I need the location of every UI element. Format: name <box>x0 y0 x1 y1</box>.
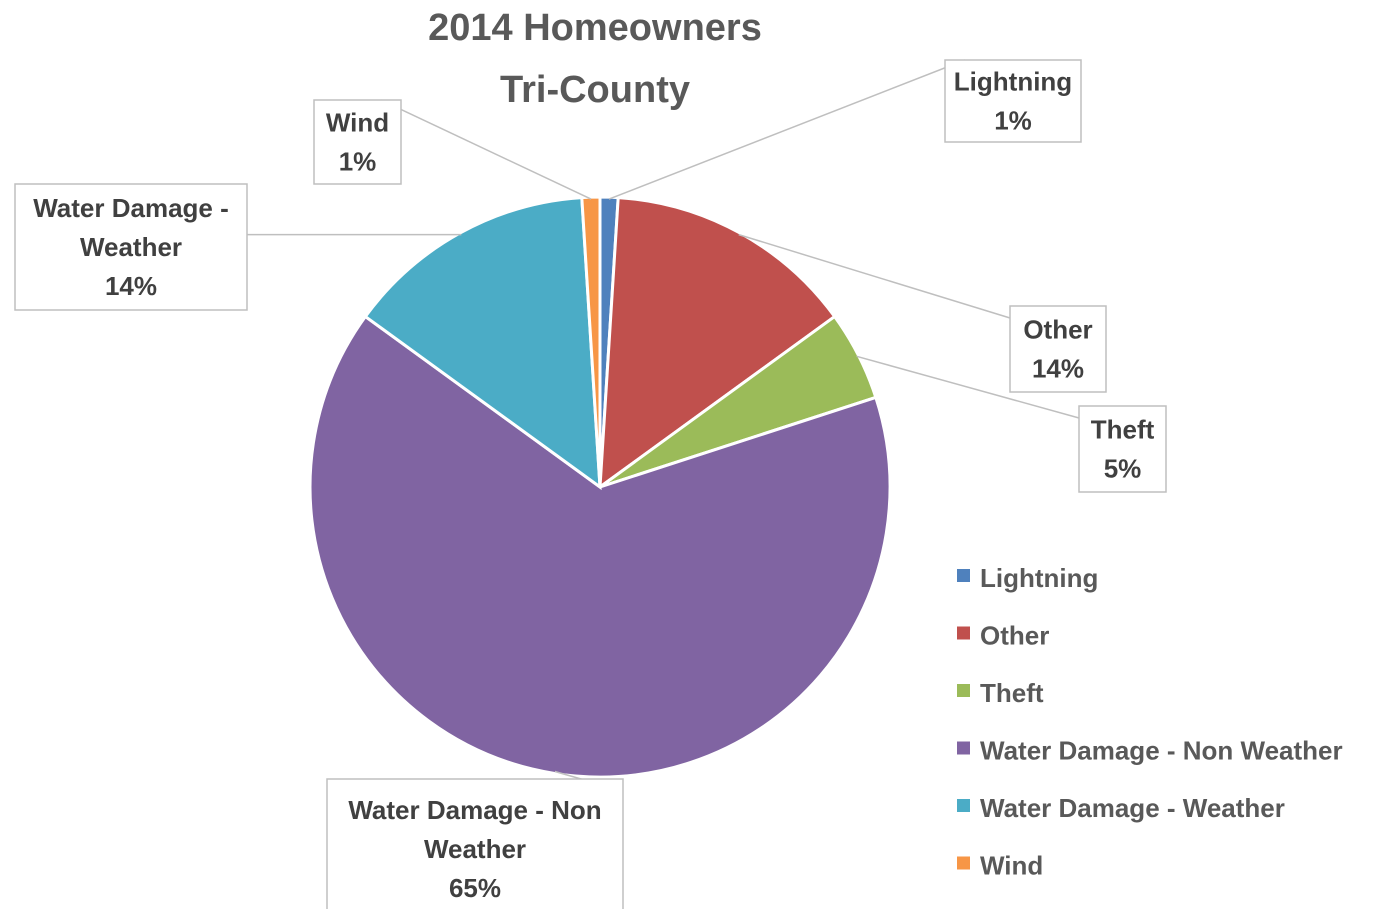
data-label-line: 14% <box>105 271 157 301</box>
legend-item-water-damage-weather: Water Damage - Weather <box>957 793 1285 823</box>
chart-title-line-1: 2014 Homeowners <box>428 7 762 49</box>
pie-slice-water-damage-non-weather <box>308 314 892 779</box>
data-label-theft: Theft 5% <box>1078 405 1167 493</box>
legend-label: Lightning <box>980 563 1098 593</box>
data-label-line: Theft <box>1091 415 1155 445</box>
data-label-wind: Wind 1% <box>313 99 402 185</box>
legend-item-wind: Wind <box>957 851 1043 881</box>
chart-title-line-2: Tri-County <box>500 69 690 111</box>
leader-line-lightning <box>608 59 966 200</box>
leader-line-other <box>738 233 1011 319</box>
legend-swatch <box>957 856 970 870</box>
data-labels: Lightning 1% Other 14% Theft 5% Water Damage -… <box>14 59 1167 909</box>
legend-swatch <box>957 626 970 640</box>
data-label-line: Weather <box>424 834 526 864</box>
pie-slice-other <box>598 195 837 491</box>
legend-label: Water Damage - Weather <box>980 793 1285 823</box>
legend-label: Wind <box>980 851 1043 881</box>
data-label-line: Lightning <box>954 67 1072 97</box>
data-label-box <box>313 99 402 185</box>
legend-swatch <box>957 741 970 755</box>
legend-label: Other <box>980 621 1049 651</box>
legend-item-theft: Theft <box>957 678 1044 708</box>
data-label-line: Water Damage - Non <box>348 795 601 825</box>
data-label-other: Other 14% <box>1009 305 1107 393</box>
legend-swatch <box>957 799 970 812</box>
chart-title: 2014 Homeowners Tri-County <box>428 7 762 111</box>
data-label-box <box>944 59 1082 143</box>
data-label-line: Other <box>1023 315 1092 345</box>
data-label-line: Water Damage - <box>33 193 229 223</box>
data-label-box <box>14 183 248 311</box>
legend-label: Theft <box>980 678 1044 708</box>
data-label-water-damage-weather: Water Damage - Weather 14% <box>14 183 248 311</box>
pie-slice-water-damage-weather <box>363 195 602 491</box>
legend: Lightning Other Theft Water Damage - Non We… <box>957 563 1343 881</box>
legend-label: Water Damage - Non Weather <box>980 736 1343 766</box>
data-label-line: 14% <box>1032 354 1084 384</box>
pie-slices <box>308 195 892 779</box>
data-label-line: 5% <box>1104 454 1142 484</box>
data-label-line: Weather <box>80 232 182 262</box>
legend-item-water-damage-non-weather: Water Damage - Non Weather <box>957 736 1343 766</box>
data-label-water-damage-non-weather: Water Damage - Non Weather 65% <box>326 778 624 909</box>
data-label-line: 1% <box>339 147 377 177</box>
data-label-line: Wind <box>326 108 389 138</box>
leader-line-wind <box>380 99 592 200</box>
legend-item-other: Other <box>957 621 1049 651</box>
legend-swatch <box>957 684 970 697</box>
legend-item-lightning: Lightning <box>957 563 1098 593</box>
data-label-box <box>1078 405 1167 493</box>
pie-slice-wind <box>580 195 602 488</box>
data-label-line: 1% <box>994 106 1032 136</box>
data-label-box <box>1009 305 1107 393</box>
legend-swatch <box>957 569 970 582</box>
data-label-line: 65% <box>449 873 501 903</box>
data-label-box <box>326 778 624 909</box>
data-label-lightning: Lightning 1% <box>944 59 1082 143</box>
leader-line-theft <box>856 355 1080 419</box>
